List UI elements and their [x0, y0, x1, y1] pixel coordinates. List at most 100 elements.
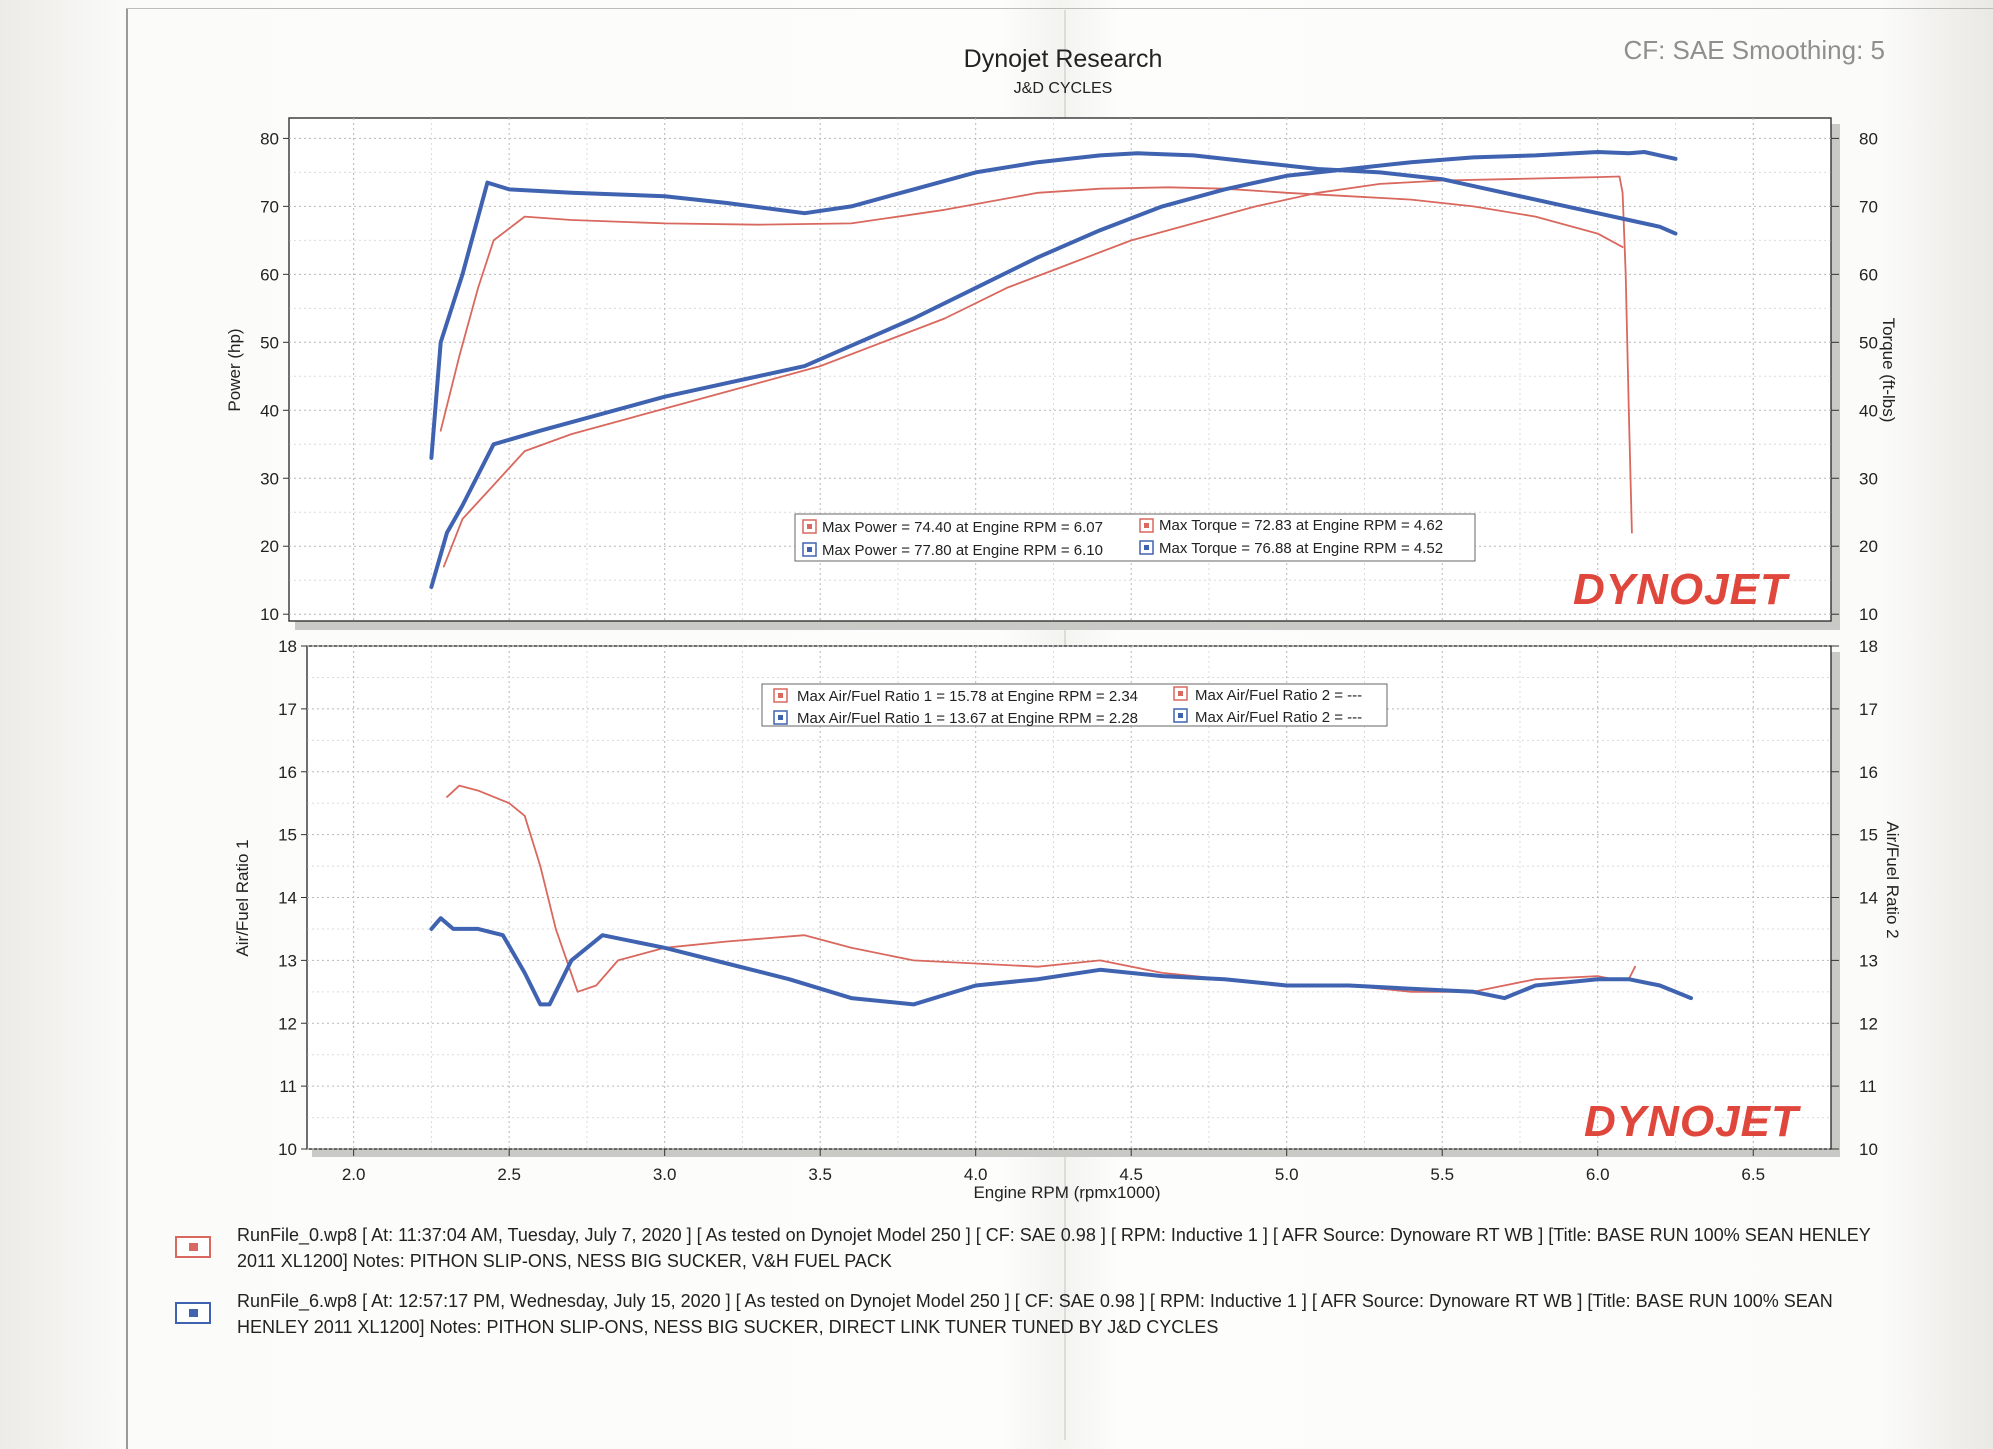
y-tick-label: 14 — [278, 889, 297, 908]
dynojet-logo-top: DYNOJET — [1573, 565, 1790, 614]
legend-max-afr1-run6: Max Air/Fuel Ratio 1 = 13.67 at Engine R… — [797, 710, 1138, 727]
y-tick-label: 15 — [278, 826, 297, 845]
y2-tick-label: 14 — [1859, 889, 1878, 908]
y2-tick-label: 70 — [1859, 197, 1878, 216]
legend-max-afr1-run0: Max Air/Fuel Ratio 1 = 15.78 at Engine R… — [797, 688, 1138, 705]
y-tick-label: 18 — [278, 637, 297, 656]
top-legend: Max Power = 74.40 at Engine RPM = 6.07 M… — [794, 513, 1476, 562]
legend-max-torque-run0: Max Torque = 72.83 at Engine RPM = 4.62 — [1159, 517, 1443, 534]
y-tick-label: 60 — [260, 265, 279, 284]
y-tick-label: 13 — [278, 951, 297, 970]
y2-tick-label: 20 — [1859, 537, 1878, 556]
run6-swatch — [175, 1302, 211, 1324]
y2-tick-label: 12 — [1859, 1014, 1878, 1033]
run6-note: RunFile_6.wp8 [ At: 12:57:17 PM, Wednesd… — [237, 1288, 1833, 1340]
bottom-y-axis-label: Air/Fuel Ratio 1 — [233, 839, 252, 956]
series-line-run0-torque — [439, 186, 1624, 432]
y-tick-label: 11 — [279, 1077, 297, 1096]
legend-max-power-run6: Max Power = 77.80 at Engine RPM = 6.10 — [822, 542, 1103, 559]
run0-note-line2: 2011 XL1200] Notes: PITHON SLIP-ONS, NES… — [237, 1251, 892, 1271]
run6-note-line2: HENLEY 2011 XL1200] Notes: PITHON SLIP-O… — [237, 1317, 1219, 1337]
y2-tick-label: 10 — [1859, 605, 1878, 624]
y2-tick-label: 30 — [1859, 469, 1878, 488]
y-tick-label: 12 — [278, 1014, 297, 1033]
x-tick-label: 6.5 — [1741, 1165, 1765, 1184]
y-tick-label: 20 — [260, 537, 279, 556]
run6-note-line1: RunFile_6.wp8 [ At: 12:57:17 PM, Wednesd… — [237, 1291, 1833, 1311]
cf-smoothing-info: CF: SAE Smoothing: 5 — [1623, 35, 1885, 65]
y-tick-label: 10 — [260, 605, 279, 624]
y-tick-label: 80 — [260, 129, 279, 148]
series-line-run0-afr1 — [446, 784, 1636, 993]
top-y-axis-label: Power (hp) — [225, 328, 244, 411]
x-tick-label: 5.0 — [1275, 1165, 1299, 1184]
page-subtitle: J&D CYCLES — [1014, 80, 1113, 97]
y-tick-label: 10 — [278, 1140, 297, 1159]
y2-tick-label: 17 — [1859, 700, 1878, 719]
legend-swatch-run0-fill — [778, 693, 783, 698]
x-tick-label: 3.5 — [808, 1165, 832, 1184]
bottom-chart-series — [429, 784, 1693, 1007]
y2-tick-label: 60 — [1859, 265, 1878, 284]
y-tick-label: 50 — [260, 333, 279, 352]
x-tick-label: 4.0 — [964, 1165, 988, 1184]
run6-swatch-fill — [189, 1309, 198, 1317]
legend-max-power-run0: Max Power = 74.40 at Engine RPM = 6.07 — [822, 519, 1103, 536]
x-tick-label: 2.5 — [497, 1165, 521, 1184]
page-title: Dynojet Research — [964, 45, 1163, 73]
legend-swatch-run6-fill — [807, 547, 812, 552]
y2-tick-label: 10 — [1859, 1140, 1878, 1159]
bottom-legend: Max Air/Fuel Ratio 1 = 15.78 at Engine R… — [761, 683, 1388, 727]
top-y2-axis-label: Torque (ft-lbs) — [1879, 318, 1898, 423]
logo-text: DYNOJET — [1573, 565, 1790, 614]
dynojet-logo-bottom: DYNOJET — [1584, 1097, 1801, 1146]
logo-text: DYNOJET — [1584, 1097, 1801, 1146]
legend-swatch-run6-fill — [778, 715, 783, 720]
top-chart-ticks: 10 20 30 40 50 60 70 80 10 20 30 40 50 60 70 80 — [260, 129, 1878, 624]
y-tick-label: 70 — [260, 197, 279, 216]
x-tick-label: 3.0 — [653, 1165, 677, 1184]
y2-tick-label: 13 — [1859, 951, 1878, 970]
y2-tick-label: 80 — [1859, 129, 1878, 148]
run0-swatch-fill — [189, 1243, 198, 1251]
x-axis-label: Engine RPM (rpmx1000) — [973, 1183, 1160, 1202]
y-tick-label: 17 — [278, 700, 297, 719]
x-tick-label: 2.0 — [342, 1165, 366, 1184]
series-line-run6-afr1 — [429, 916, 1693, 1007]
bottom-y2-axis-label: Air/Fuel Ratio 2 — [1883, 821, 1902, 938]
legend-swatch-run0-fill — [1178, 691, 1183, 696]
series-line-run6-torque — [429, 151, 1678, 460]
run0-note: RunFile_0.wp8 [ At: 11:37:04 AM, Tuesday… — [237, 1222, 1871, 1274]
legend-swatch-run6-fill — [1144, 545, 1149, 550]
run0-swatch — [175, 1236, 211, 1258]
sheet-edge — [126, 8, 128, 1449]
top-chart-series — [429, 150, 1678, 589]
legend-swatch-run6-fill — [1178, 713, 1183, 718]
bottom-legend-box — [761, 683, 1388, 727]
y-tick-label: 30 — [260, 469, 279, 488]
legend-swatch-run0-fill — [807, 524, 812, 529]
x-tick-label: 6.0 — [1586, 1165, 1610, 1184]
bottom-chart-ticks: 10 11 12 13 14 15 16 17 18 10 11 12 13 14 15 16 17 18 2.0 2… — [278, 637, 1878, 1184]
legend-swatch-run0-fill — [1144, 523, 1149, 528]
series-line-run6-power — [429, 150, 1678, 589]
run0-note-line1: RunFile_0.wp8 [ At: 11:37:04 AM, Tuesday… — [237, 1225, 1871, 1245]
y-tick-label: 40 — [260, 401, 279, 420]
y2-tick-label: 15 — [1859, 826, 1878, 845]
legend-max-torque-run6: Max Torque = 76.88 at Engine RPM = 4.52 — [1159, 540, 1443, 557]
x-tick-label: 4.5 — [1119, 1165, 1143, 1184]
y2-tick-label: 18 — [1859, 637, 1878, 656]
y2-tick-label: 50 — [1859, 333, 1878, 352]
sheet-edge-top — [126, 8, 1993, 9]
y2-tick-label: 16 — [1859, 763, 1878, 782]
legend-max-afr2-run6: Max Air/Fuel Ratio 2 = --- — [1195, 709, 1362, 726]
y2-tick-label: 11 — [1859, 1077, 1877, 1096]
top-chart-grid — [289, 118, 1831, 621]
series-line-run0-power — [442, 175, 1633, 568]
y-tick-label: 16 — [278, 763, 297, 782]
y2-tick-label: 40 — [1859, 401, 1878, 420]
top-legend-box — [794, 513, 1476, 562]
x-tick-label: 5.5 — [1430, 1165, 1454, 1184]
